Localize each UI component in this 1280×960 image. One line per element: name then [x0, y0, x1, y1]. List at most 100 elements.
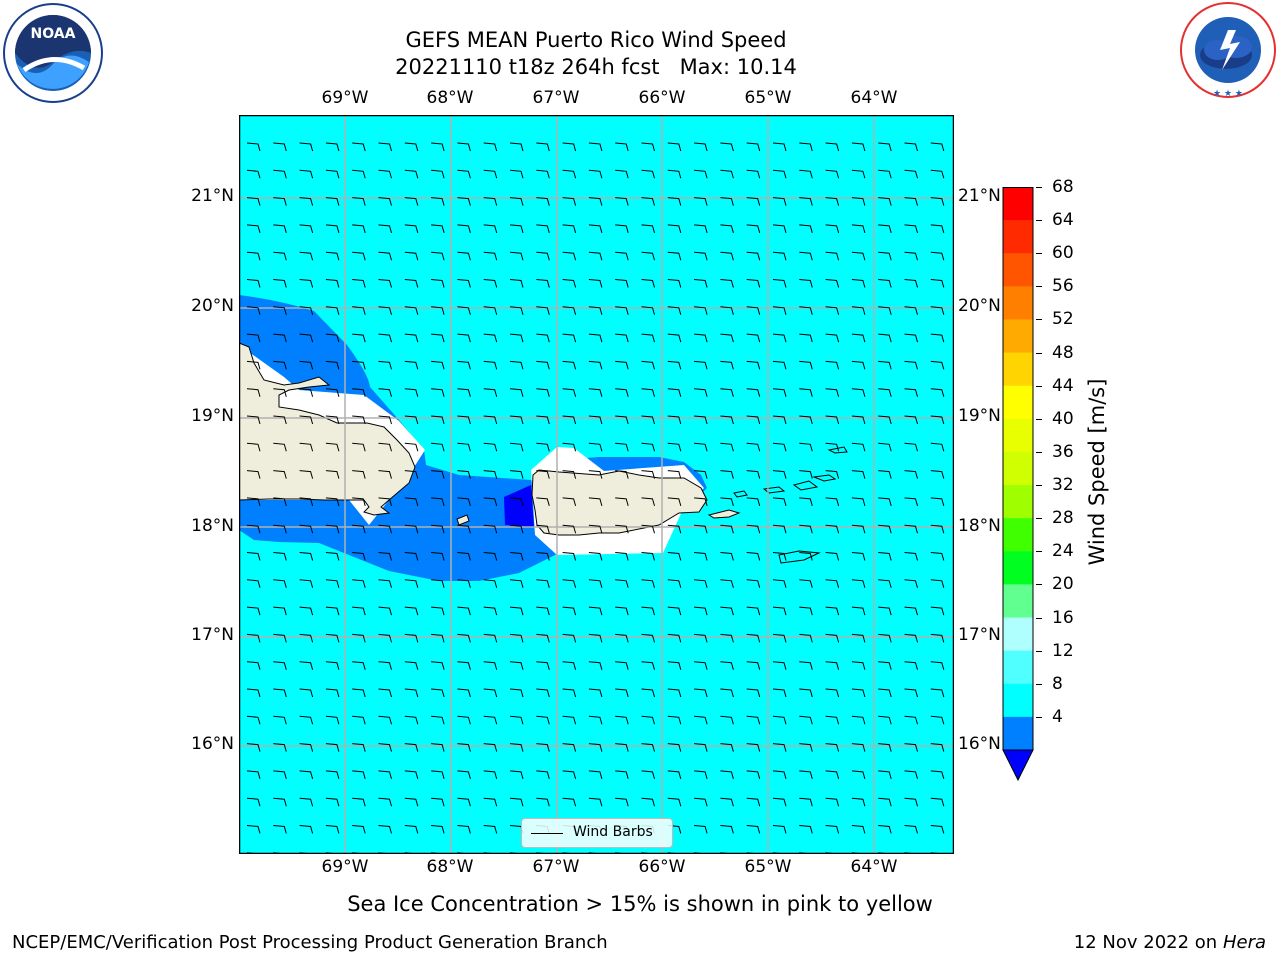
colorbar-title: Wind Speed [m/s]	[1085, 378, 1109, 566]
wind-barb	[878, 251, 892, 261]
wind-barb	[273, 360, 287, 370]
wind-barb	[299, 633, 314, 643]
wind-barb	[562, 688, 577, 698]
wind-barb	[562, 715, 577, 725]
wind-barb	[509, 142, 524, 152]
colorbar-segment	[1003, 485, 1033, 519]
wind-barb	[483, 442, 498, 452]
wind-barb	[246, 661, 261, 670]
wind-barb	[457, 715, 471, 725]
wind-barb	[299, 415, 314, 425]
wind-barb	[588, 279, 603, 288]
wind-barb	[509, 224, 524, 234]
wind-barb	[378, 169, 392, 179]
wind-barb	[615, 770, 629, 780]
colorbar-segment	[1003, 551, 1033, 585]
wind-barb	[904, 169, 918, 179]
wind-barb	[457, 279, 471, 288]
noaa-logo-text: NOAA	[31, 26, 76, 42]
wind-barb	[615, 743, 629, 752]
wind-barb	[246, 743, 261, 752]
wind-barb	[930, 715, 945, 725]
wind-barb	[431, 306, 445, 315]
wind-barb	[509, 661, 524, 670]
wind-barb	[694, 661, 708, 670]
wind-barb	[588, 224, 603, 234]
wind-barb	[325, 470, 340, 479]
wind-barb	[772, 661, 787, 670]
colorbar-tick-label: 16	[1052, 607, 1074, 628]
wind-barb	[562, 251, 577, 261]
wind-barb	[404, 169, 419, 179]
wind-barb	[562, 552, 577, 561]
wind-barb	[878, 333, 892, 343]
wind-barb	[299, 552, 314, 561]
wind-barb	[483, 470, 498, 479]
wind-barb	[667, 224, 682, 234]
map-area[interactable]	[238, 114, 955, 861]
lat-label-left: 18°N	[191, 516, 234, 536]
wind-barb	[851, 169, 866, 179]
lon-label-top: 64°W	[850, 88, 898, 108]
wind-barb	[352, 797, 366, 807]
wind-barb	[325, 743, 340, 752]
wind-barb	[352, 825, 366, 834]
wind-barb	[299, 470, 314, 479]
wind-barb	[378, 688, 392, 698]
wind-barb	[799, 633, 813, 643]
wind-barb	[667, 251, 682, 261]
wind-barb	[930, 442, 945, 452]
wind-barb	[799, 360, 813, 370]
colorbar-segment	[1003, 683, 1033, 718]
wind-barb	[667, 579, 682, 588]
wind-barb	[536, 606, 550, 616]
wind-barb	[509, 442, 524, 452]
wind-barb	[457, 169, 471, 179]
wind-barb	[641, 442, 655, 452]
wind-barb	[694, 524, 708, 534]
wind-barb	[746, 661, 761, 670]
wind-barb	[536, 552, 550, 561]
wind-barb	[378, 360, 392, 370]
wind-barb	[878, 524, 892, 534]
wind-barb	[404, 360, 419, 370]
wind-barb	[615, 606, 629, 616]
colorbar-segment	[1003, 650, 1033, 685]
wind-barb	[325, 770, 340, 780]
wind-barb	[588, 633, 603, 643]
wind-barb	[851, 251, 866, 261]
lon-label-bottom: 65°W	[744, 857, 792, 877]
wind-barb	[641, 797, 655, 807]
wind-barb	[536, 142, 550, 152]
wind-barb	[325, 442, 340, 452]
wind-barb	[904, 633, 918, 643]
wind-barb	[588, 333, 603, 343]
wind-barb	[588, 606, 603, 616]
wind-barb	[325, 579, 340, 588]
wind-barb	[273, 251, 287, 261]
wind-barb	[536, 797, 550, 807]
wind-barb	[273, 333, 287, 343]
wind-barb	[273, 661, 287, 670]
wind-barb	[325, 306, 340, 315]
wind-barb	[246, 169, 261, 179]
wind-barb	[273, 415, 287, 425]
wind-barb	[483, 306, 498, 315]
wind-barb	[720, 524, 734, 534]
wind-barb	[588, 743, 603, 752]
wind-barb	[667, 661, 682, 670]
wind-barb	[641, 142, 655, 152]
wind-barb	[615, 333, 629, 343]
wind-barb	[378, 251, 392, 261]
lon-label-bottom: 68°W	[426, 857, 474, 877]
wind-barb	[325, 552, 340, 561]
wind-barb	[851, 360, 866, 370]
wind-barb	[457, 552, 471, 561]
wind-barb	[720, 442, 734, 452]
wind-barb	[878, 142, 892, 152]
wind-barb	[694, 743, 708, 752]
wind-barb	[378, 661, 392, 670]
wind-barb	[404, 388, 419, 397]
wind-barb	[930, 688, 945, 698]
wind-barb	[299, 661, 314, 670]
